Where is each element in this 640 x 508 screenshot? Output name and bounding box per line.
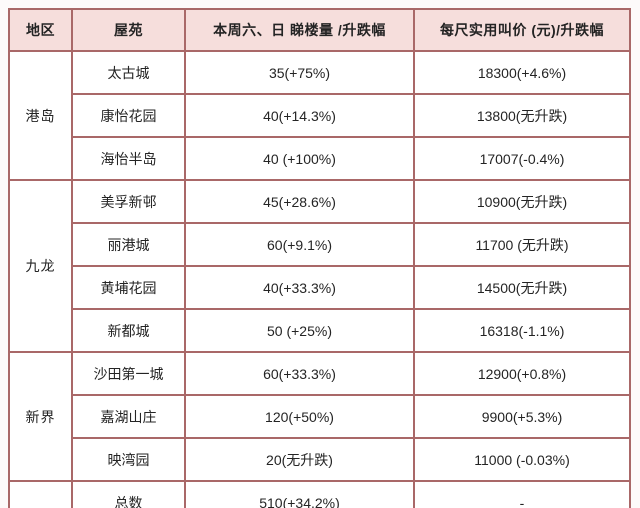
table-row: 黄埔花园 40(+33.3%) 14500(无升跌) xyxy=(9,265,631,310)
viewings-cell: 120(+50%) xyxy=(184,394,415,439)
viewings-cell: 60(+33.3%) xyxy=(184,351,415,396)
table-row: 港岛 太古城 35(+75%) 18300(+4.6%) xyxy=(8,50,631,181)
price-cell: 18300(+4.6%) xyxy=(413,50,631,95)
table-row: 新界 沙田第一城 60(+33.3%) 12900(+0.8%) xyxy=(8,351,631,482)
table-row: 丽港城 60(+9.1%) 11700 (无升跌) xyxy=(9,222,631,267)
table-row: 嘉湖山庄 120(+50%) 9900(+5.3%) xyxy=(9,394,631,439)
estate-cell: 映湾园 xyxy=(71,437,186,482)
estate-cell: 太古城 xyxy=(71,50,186,95)
viewings-cell: 50 (+25%) xyxy=(184,308,415,353)
header-price: 每尺实用叫价 (元)/升跌幅 xyxy=(413,8,631,52)
total-row: 总数 510(+34.2%) - xyxy=(8,480,631,508)
price-cell: 11700 (无升跌) xyxy=(413,222,631,267)
viewings-cell: 20(无升跌) xyxy=(184,437,415,482)
viewings-cell: 40 (+100%) xyxy=(184,136,415,181)
region-cell-empty xyxy=(8,480,73,508)
estate-cell: 黄埔花园 xyxy=(71,265,186,310)
viewings-cell: 60(+9.1%) xyxy=(184,222,415,267)
estate-cell: 丽港城 xyxy=(71,222,186,267)
price-cell: 9900(+5.3%) xyxy=(413,394,631,439)
header-row: 地区 屋苑 本周六、日 睇楼量 /升跌幅 每尺实用叫价 (元)/升跌幅 xyxy=(8,8,631,52)
price-cell: 13800(无升跌) xyxy=(413,93,631,138)
property-viewings-table: 地区 屋苑 本周六、日 睇楼量 /升跌幅 每尺实用叫价 (元)/升跌幅 港岛 太… xyxy=(8,8,631,508)
viewings-cell: 40(+33.3%) xyxy=(184,265,415,310)
table-row: 九龙 美孚新邨 45(+28.6%) 10900(无升跌) xyxy=(8,179,631,353)
estate-cell: 嘉湖山庄 xyxy=(71,394,186,439)
table-row: 康怡花园 40(+14.3%) 13800(无升跌) xyxy=(9,93,631,138)
price-cell: 14500(无升跌) xyxy=(413,265,631,310)
price-cell: 12900(+0.8%) xyxy=(413,351,631,396)
table-row: 映湾园 20(无升跌) 11000 (-0.03%) xyxy=(9,437,631,482)
price-cell: 16318(-1.1%) xyxy=(413,308,631,353)
table-row: 海怡半岛 40 (+100%) 17007(-0.4%) xyxy=(9,136,631,181)
header-viewings: 本周六、日 睇楼量 /升跌幅 xyxy=(184,8,415,52)
price-cell: 11000 (-0.03%) xyxy=(413,437,631,482)
price-cell: 17007(-0.4%) xyxy=(413,136,631,181)
estate-cell: 美孚新邨 xyxy=(71,179,186,224)
estate-cell: 海怡半岛 xyxy=(71,136,186,181)
total-viewings-cell: 510(+34.2%) xyxy=(184,480,415,508)
header-estate: 屋苑 xyxy=(71,8,186,52)
price-cell: 10900(无升跌) xyxy=(413,179,631,224)
estate-cell: 康怡花园 xyxy=(71,93,186,138)
region-cell-new-territories: 新界 xyxy=(8,351,73,482)
estate-cell: 沙田第一城 xyxy=(71,351,186,396)
region-cell-kowloon: 九龙 xyxy=(8,179,73,353)
table-row: 新都城 50 (+25%) 16318(-1.1%) xyxy=(9,308,631,353)
viewings-cell: 40(+14.3%) xyxy=(184,93,415,138)
total-price-cell: - xyxy=(413,480,631,508)
region-cell-hk-island: 港岛 xyxy=(8,50,73,181)
estate-cell: 新都城 xyxy=(71,308,186,353)
viewings-cell: 35(+75%) xyxy=(184,50,415,95)
header-region: 地区 xyxy=(8,8,73,52)
total-label-cell: 总数 xyxy=(71,480,186,508)
viewings-cell: 45(+28.6%) xyxy=(184,179,415,224)
